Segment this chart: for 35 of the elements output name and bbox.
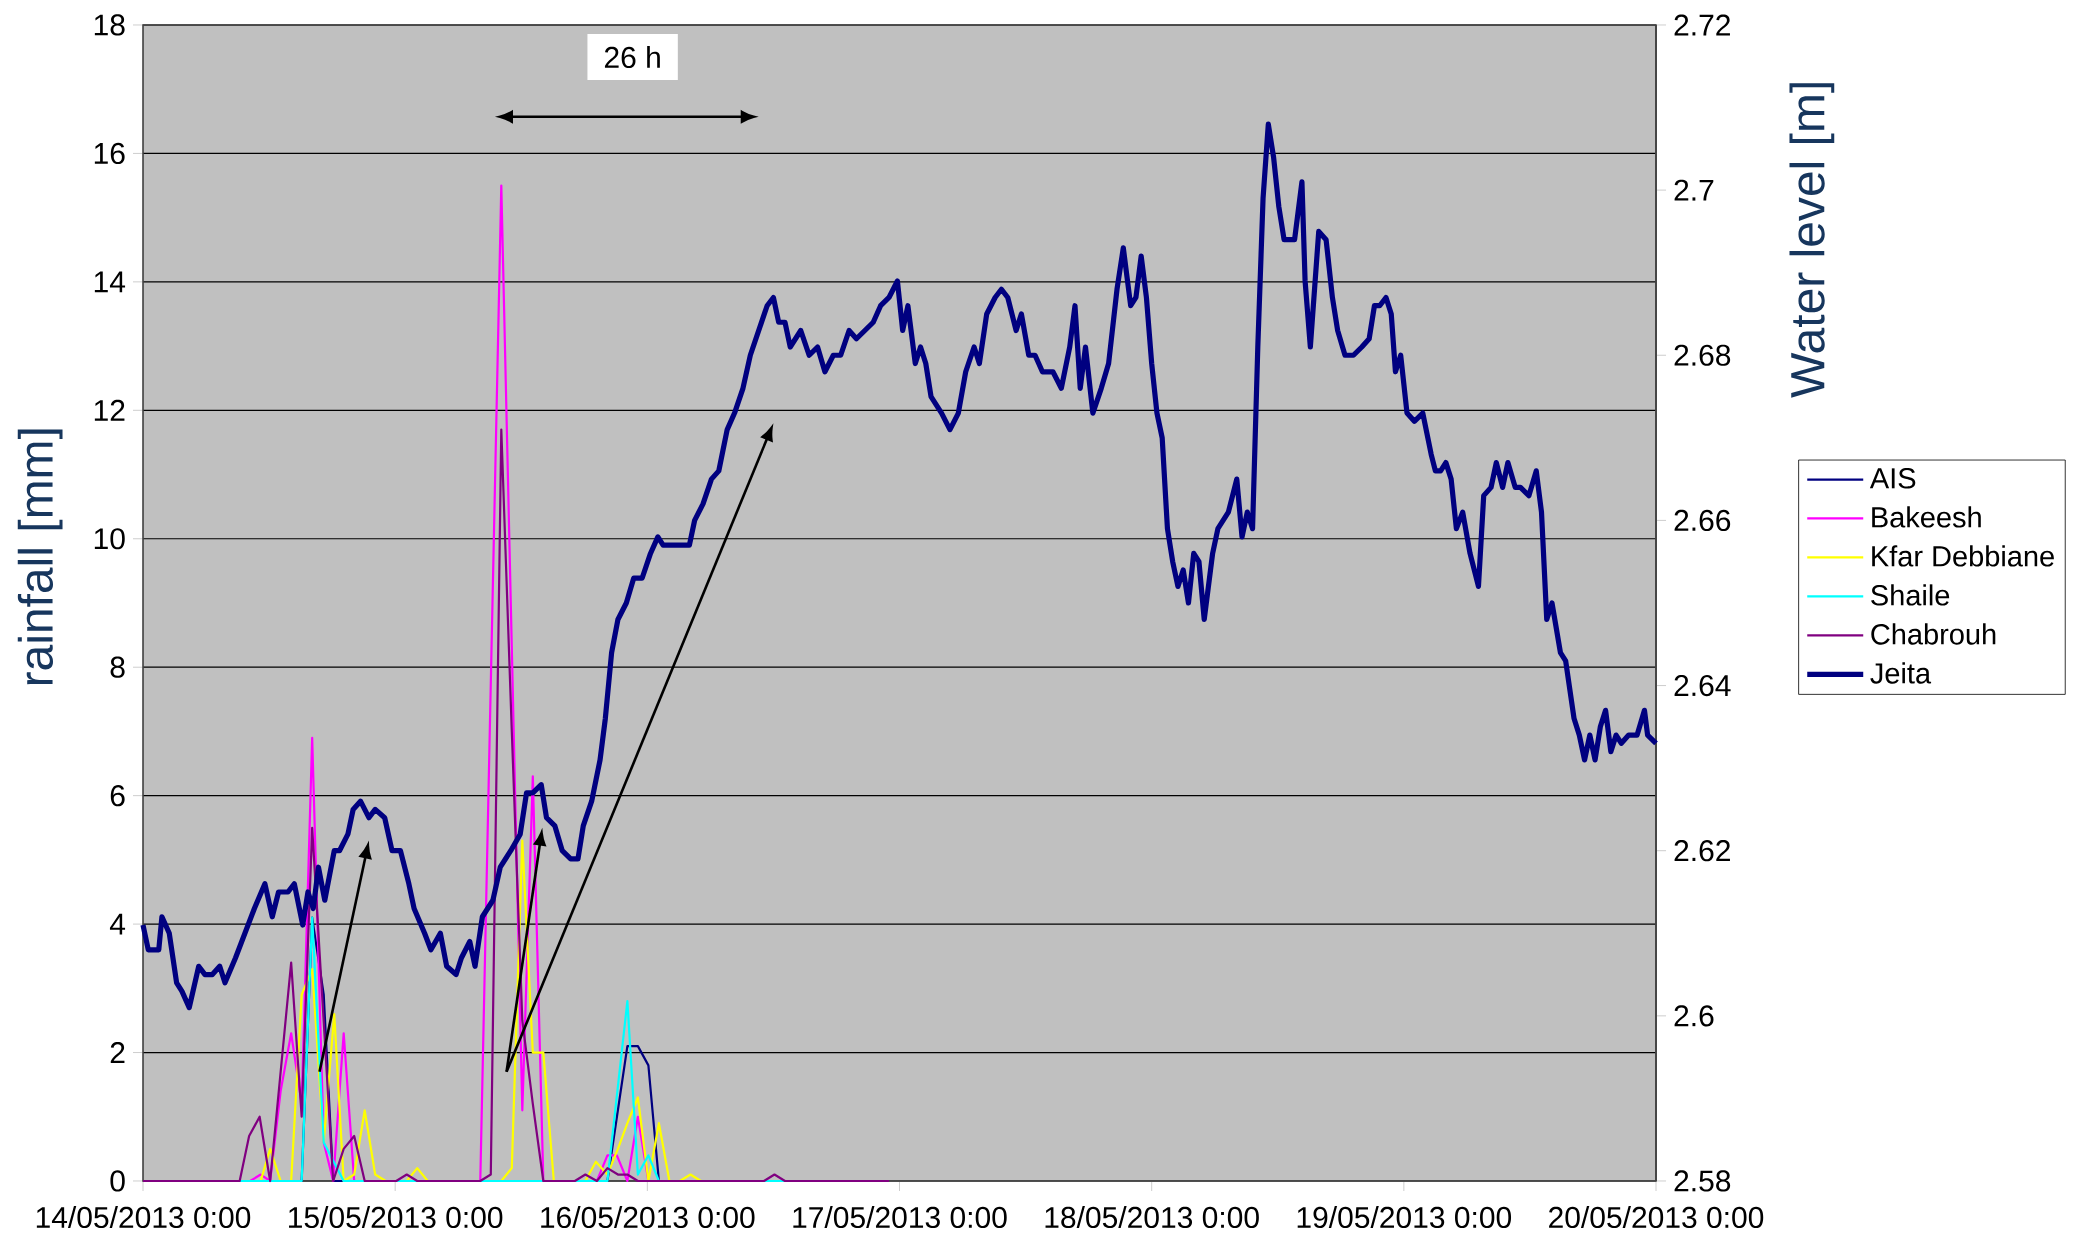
y-tick-label: 14 bbox=[94, 271, 126, 293]
x-tick-label: 20/05/2013 0:00 bbox=[1549, 1206, 1764, 1229]
y2-tick-label: 2.6 bbox=[1674, 1005, 1714, 1027]
y-tick-label: 2 bbox=[110, 1042, 125, 1064]
legend-label: Kfar Debbiane bbox=[1872, 545, 2054, 567]
line-series bbox=[141, 428, 891, 1183]
legend-label: Bakeesh bbox=[1872, 506, 1981, 528]
y-tick-label: 12 bbox=[94, 399, 125, 421]
y2-tick-label: 2.72 bbox=[1674, 14, 1730, 36]
y-tick-label: 8 bbox=[110, 656, 125, 678]
y-tick-label: 16 bbox=[94, 142, 125, 165]
y-tick-label: 10 bbox=[94, 528, 125, 550]
legend-label: Chabrouh bbox=[1871, 623, 1996, 645]
x-tick-label: 18/05/2013 0:00 bbox=[1045, 1206, 1259, 1229]
y-tick-label: 6 bbox=[110, 785, 125, 807]
y2-axis-title: Water level [m] bbox=[1789, 83, 1835, 398]
x-tick-label: 14/05/2013 0:00 bbox=[36, 1206, 251, 1229]
y2-tick-label: 2.68 bbox=[1674, 344, 1731, 366]
y2-tick-label: 2.7 bbox=[1674, 179, 1714, 201]
y-tick-label: 4 bbox=[109, 913, 126, 935]
y2-tick-label: 2.62 bbox=[1674, 840, 1730, 862]
y2-tick-label: 2.58 bbox=[1674, 1170, 1731, 1192]
y2-tick-label: 2.64 bbox=[1674, 674, 1731, 697]
x-tick-label: 16/05/2013 0:00 bbox=[541, 1206, 755, 1229]
annotation: 26 h bbox=[604, 46, 660, 69]
legend-label: Jeita bbox=[1870, 662, 1932, 684]
legend-label: AIS bbox=[1869, 468, 1916, 489]
legend-label: Shaile bbox=[1871, 584, 1950, 606]
y-tick-label: 18 bbox=[94, 14, 125, 36]
x-tick-label: 19/05/2013 0:00 bbox=[1297, 1206, 1512, 1229]
x-tick-label: 15/05/2013 0:00 bbox=[289, 1206, 503, 1229]
x-tick-label: 17/05/2013 0:00 bbox=[793, 1206, 1007, 1229]
y2-tick-label: 2.66 bbox=[1674, 509, 1731, 532]
y-tick-label: 0 bbox=[110, 1170, 125, 1192]
y-axis-title: rainfall [mm] bbox=[17, 429, 63, 685]
